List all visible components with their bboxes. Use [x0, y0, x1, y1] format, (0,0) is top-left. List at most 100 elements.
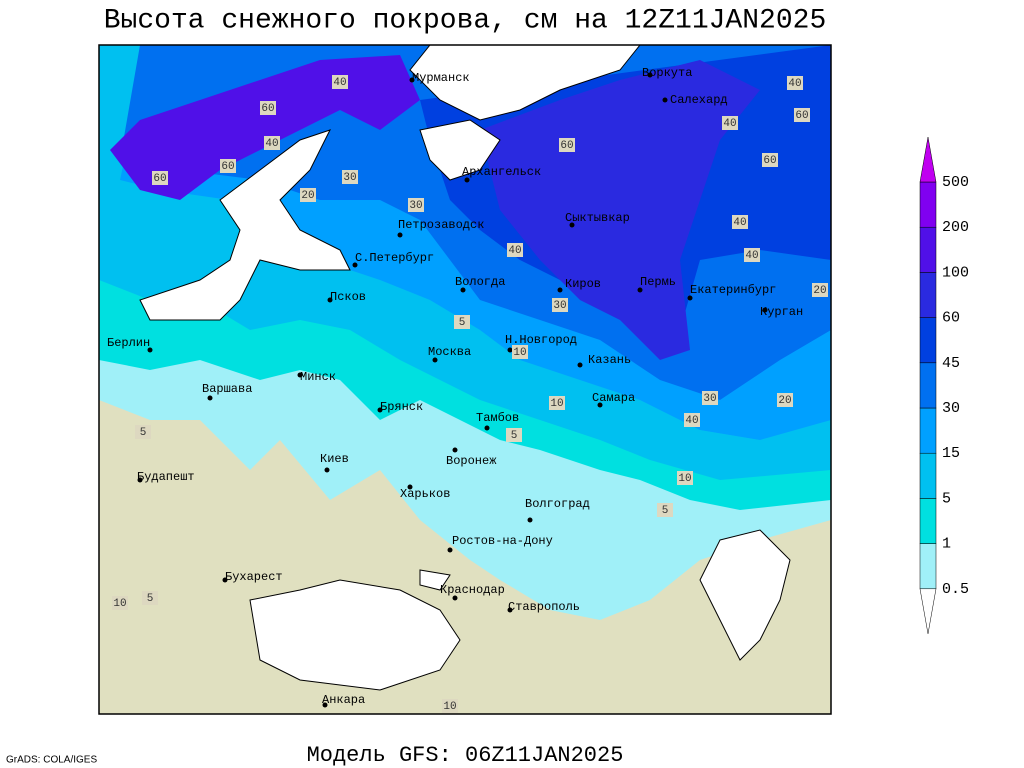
city-dot [452, 595, 458, 601]
contour-label-box [552, 298, 568, 312]
contour-label-box [787, 76, 803, 90]
contour-label-box [812, 283, 828, 297]
city-dot [352, 262, 358, 268]
legend-swatch [919, 181, 937, 228]
contour-label: 20 [301, 190, 314, 202]
city-dot [597, 402, 603, 408]
city-dot [637, 287, 643, 293]
city-dot [527, 517, 533, 523]
contour-label-box [762, 153, 778, 167]
legend-swatch [919, 226, 937, 273]
city-dot [507, 347, 513, 353]
legend-label: 100 [942, 264, 969, 281]
legend-swatch [919, 543, 937, 590]
city-label: Сыктывкар [565, 211, 630, 225]
city-label: Архангельск [462, 165, 541, 179]
city-label: Киев [320, 452, 349, 466]
city-label: Самара [592, 391, 635, 405]
contour-label-box [506, 428, 522, 442]
city-dot [377, 407, 383, 413]
legend-swatch [919, 136, 937, 183]
legend-label: 1 [942, 536, 951, 553]
city-dot [137, 477, 143, 483]
contour-label: 60 [795, 110, 808, 122]
contour-label: 20 [778, 395, 791, 407]
contour-label: 40 [733, 217, 746, 229]
contour-label-box [732, 215, 748, 229]
contour-label-box [507, 243, 523, 257]
city-label: Волгоград [525, 497, 590, 511]
city-label: Екатеринбург [690, 283, 776, 297]
map-frame [98, 44, 832, 715]
legend-label: 200 [942, 219, 969, 236]
city-label: Пермь [640, 275, 676, 289]
contour-label-box [220, 159, 236, 173]
city-label: Анкара [322, 693, 365, 707]
city-label: Тамбов [476, 411, 519, 425]
legend-label: 500 [942, 174, 969, 191]
city-label: Будапешт [137, 470, 195, 484]
city-label: Брянск [380, 400, 423, 414]
contour-label: 10 [113, 598, 126, 610]
city-dot [662, 97, 668, 103]
city-label: Петрозаводск [398, 218, 484, 232]
city-label: Мурманск [412, 71, 470, 85]
city-label: Киров [565, 277, 601, 291]
contour-label-box [702, 391, 718, 405]
city-dot [762, 307, 768, 313]
city-dot [447, 547, 453, 553]
city-label: Псков [330, 290, 366, 304]
legend-swatch [919, 588, 937, 634]
contour-label: 40 [685, 415, 698, 427]
legend-label: 30 [942, 400, 960, 417]
contour-label-box [512, 345, 528, 359]
city-label: Казань [588, 353, 631, 367]
contour-label: 10 [550, 398, 563, 410]
city-label: Минск [300, 370, 336, 384]
city-label: Ростов-на-Дону [452, 534, 553, 548]
legend-label: 15 [942, 445, 960, 462]
labels: Мурманск Воркута Салехард Архангельск Сыктыв… [107, 66, 828, 713]
city-label: Ставрополь [508, 600, 580, 614]
contour-label: 60 [261, 103, 274, 115]
legend-swatch [919, 362, 937, 409]
city-label: Харьков [400, 487, 450, 501]
contour-label: 60 [153, 173, 166, 185]
city-label: Салехард [670, 93, 728, 107]
city-dot [397, 232, 403, 238]
city-dot [327, 297, 333, 303]
city-label: С.Петербург [355, 251, 434, 265]
contour-label: 10 [443, 701, 456, 713]
legend-label: 0.5 [942, 581, 969, 598]
city-label: Н.Новгород [505, 333, 577, 347]
city-label: Вологда [455, 275, 505, 289]
contour-label-box [454, 315, 470, 329]
city-dot [507, 607, 513, 613]
city-dot [484, 425, 490, 431]
contour-label: 10 [513, 347, 526, 359]
contour-label: 40 [788, 78, 801, 90]
contour-label-box [112, 596, 128, 610]
contour-label-box [152, 171, 168, 185]
contour-label-box [722, 116, 738, 130]
contour-label: 5 [459, 317, 466, 329]
contour-label-box [260, 101, 276, 115]
contour-label-box [794, 108, 810, 122]
contour-label: 10 [678, 473, 691, 485]
contour-label-box [264, 136, 280, 150]
contour-label-box [657, 503, 673, 517]
legend-swatch [919, 498, 937, 544]
city-dot [687, 295, 693, 301]
legend-swatch [919, 272, 937, 318]
city-dot [222, 577, 228, 583]
city-dot [147, 347, 153, 353]
seas [139, 45, 791, 691]
credit: GrADS: COLA/IGES [6, 755, 97, 766]
legend-swatch [919, 407, 937, 454]
city-dot [407, 484, 413, 490]
contour-label: 30 [409, 200, 422, 212]
map: Мурманск Воркута Салехард Архангельск Сыктыв… [99, 45, 831, 714]
contour-label-box [300, 188, 316, 202]
